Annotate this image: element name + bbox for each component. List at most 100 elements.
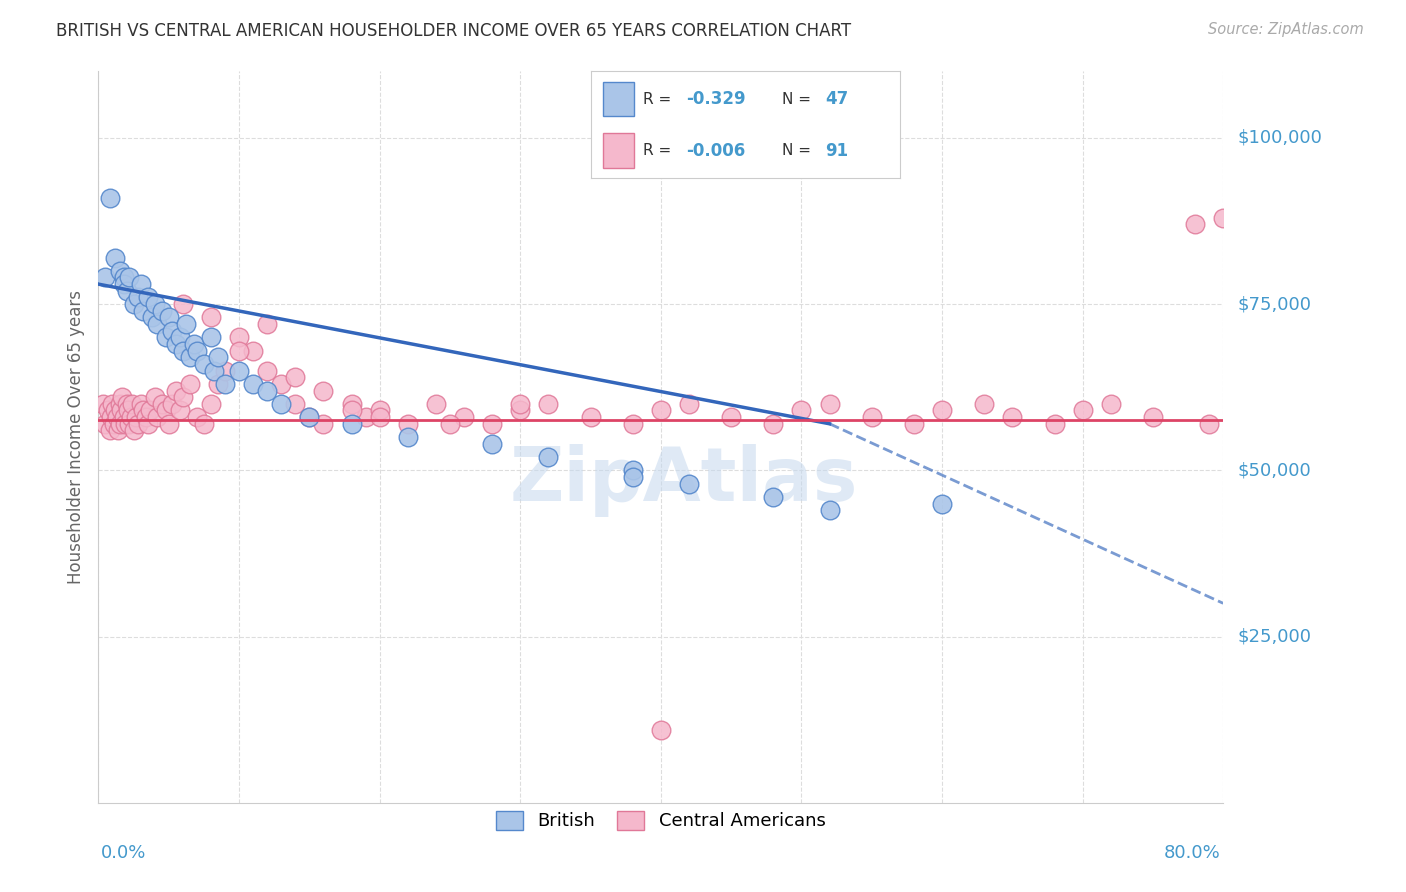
Point: [621, 470, 644, 484]
Point: [143, 297, 166, 311]
Point: [207, 376, 229, 391]
Point: [104, 403, 127, 417]
Point: [105, 410, 128, 425]
Point: [193, 417, 215, 431]
Point: [98, 191, 121, 205]
Point: [98, 424, 121, 438]
Point: [122, 424, 145, 438]
Point: [172, 343, 194, 358]
Point: [298, 410, 321, 425]
Point: [143, 390, 166, 404]
Point: [132, 403, 155, 417]
Point: [122, 297, 145, 311]
Point: [903, 417, 925, 431]
Text: R =: R =: [643, 143, 676, 158]
Bar: [603, 134, 634, 168]
Text: 47: 47: [825, 90, 849, 108]
Point: [114, 417, 136, 431]
Point: [1184, 217, 1206, 231]
Point: [129, 277, 152, 292]
Point: [157, 310, 180, 325]
Point: [453, 410, 475, 425]
Point: [169, 330, 191, 344]
Point: [118, 417, 141, 431]
Point: [127, 417, 149, 431]
Point: [1198, 417, 1220, 431]
Point: [172, 390, 194, 404]
Point: [396, 430, 419, 444]
Point: [790, 403, 813, 417]
Point: [207, 351, 229, 365]
Point: [160, 324, 183, 338]
Point: [509, 397, 531, 411]
Text: Source: ZipAtlas.com: Source: ZipAtlas.com: [1208, 22, 1364, 37]
Point: [121, 397, 143, 411]
Point: [165, 384, 187, 398]
Point: [115, 397, 138, 411]
Point: [193, 357, 215, 371]
Point: [270, 376, 292, 391]
Point: [136, 417, 159, 431]
Point: [509, 403, 531, 417]
Point: [425, 397, 447, 411]
Point: [186, 343, 208, 358]
Point: [312, 384, 335, 398]
Point: [200, 330, 222, 344]
Point: [165, 337, 187, 351]
Point: [931, 403, 953, 417]
Point: [537, 450, 560, 464]
Point: [678, 476, 700, 491]
Point: [169, 403, 191, 417]
Point: [396, 417, 419, 431]
Point: [110, 403, 132, 417]
Point: [172, 297, 194, 311]
Point: [228, 363, 250, 377]
Text: 91: 91: [825, 142, 849, 160]
Point: [621, 463, 644, 477]
Point: [103, 417, 125, 431]
Point: [762, 417, 785, 431]
Point: [242, 376, 264, 391]
Point: [108, 417, 131, 431]
Point: [973, 397, 995, 411]
Y-axis label: Householder Income Over 65 years: Householder Income Over 65 years: [66, 290, 84, 584]
Point: [107, 424, 129, 438]
Point: [818, 397, 841, 411]
Point: [537, 397, 560, 411]
Point: [481, 417, 503, 431]
Point: [125, 410, 148, 425]
Point: [120, 410, 142, 425]
Point: [481, 436, 503, 450]
Point: [1001, 410, 1024, 425]
Text: -0.329: -0.329: [686, 90, 747, 108]
Text: -0.006: -0.006: [686, 142, 745, 160]
Point: [762, 490, 785, 504]
Bar: [603, 82, 634, 116]
Point: [174, 317, 197, 331]
Point: [115, 284, 138, 298]
Text: 80.0%: 80.0%: [1164, 845, 1220, 863]
Point: [117, 403, 139, 417]
Point: [139, 403, 162, 417]
Point: [650, 403, 672, 417]
Point: [127, 290, 149, 304]
Point: [155, 403, 177, 417]
Point: [108, 397, 131, 411]
Point: [678, 397, 700, 411]
Point: [100, 410, 122, 425]
Point: [860, 410, 883, 425]
Text: R =: R =: [643, 92, 676, 107]
Point: [256, 363, 278, 377]
Point: [931, 497, 953, 511]
Point: [200, 397, 222, 411]
Point: [101, 397, 124, 411]
Point: [340, 397, 363, 411]
Point: [1099, 397, 1122, 411]
Point: [650, 723, 672, 737]
Point: [183, 337, 205, 351]
Point: [150, 397, 173, 411]
Text: $50,000: $50,000: [1237, 461, 1310, 479]
Point: [135, 410, 157, 425]
Point: [179, 351, 201, 365]
Text: N =: N =: [782, 143, 815, 158]
